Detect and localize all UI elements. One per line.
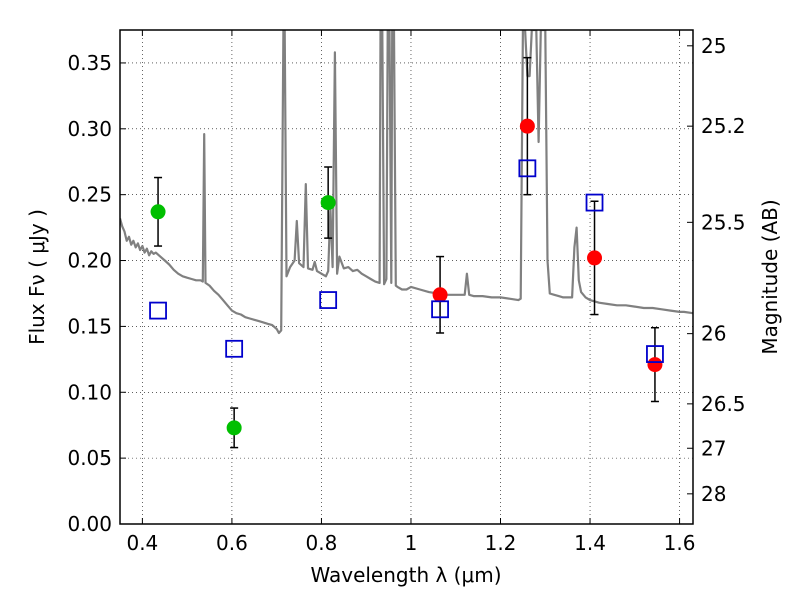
- y-axis-label: Flux Fν ( μJy ): [25, 209, 49, 345]
- y-tick-label: 0.25: [67, 183, 112, 207]
- data-point: [432, 287, 448, 303]
- data-point: [519, 118, 535, 134]
- data-point: [226, 420, 242, 436]
- y-tick-label: 0.20: [67, 249, 112, 273]
- right-tick-label: 25.5: [701, 210, 746, 234]
- x-tick-label: 1.6: [664, 531, 696, 555]
- y-tick-label: 0.30: [67, 117, 112, 141]
- y-axis-label-right: Magnitude (AB): [758, 199, 782, 354]
- spectrum-line: [120, 30, 693, 335]
- model-point: [431, 300, 449, 319]
- ticks-layer: 0.4 0.6 0.8 1 1.2 1.4 1.6 0.00 0.05 0.10 0.15 0.20 0…: [67, 30, 746, 555]
- right-tick-label: 28: [701, 482, 726, 506]
- right-tick-label: 25: [701, 34, 726, 58]
- x-tick-label: 0.6: [216, 531, 248, 555]
- y-tick-label: 0.15: [67, 314, 112, 338]
- plot-frame: [119, 29, 694, 525]
- data-point: [150, 204, 166, 220]
- model-point: [518, 159, 537, 178]
- x-tick-label: 1: [405, 531, 418, 555]
- x-tick-label: 1.4: [574, 531, 606, 555]
- data-point: [587, 250, 603, 266]
- model-point: [319, 291, 338, 309]
- data-point: [320, 195, 336, 211]
- data-point: [647, 357, 663, 373]
- series-layer: [120, 30, 693, 449]
- model-point: [149, 301, 167, 320]
- right-tick-label: 26.5: [701, 392, 746, 416]
- right-tick-label: 27: [701, 436, 726, 460]
- right-tick-label: 25.2: [701, 114, 746, 138]
- y-tick-label: 0.10: [67, 380, 112, 404]
- plot-background: [120, 30, 693, 524]
- model-point: [225, 339, 244, 358]
- x-tick-label: 0.8: [306, 531, 338, 555]
- x-axis-label: Wavelength λ (μm): [310, 563, 501, 587]
- model-point: [646, 345, 664, 363]
- y-tick-label: 0.05: [67, 446, 112, 470]
- y-tick-label: 0.00: [67, 512, 112, 536]
- y-tick-label: 0.35: [67, 51, 112, 75]
- model-point: [585, 193, 604, 212]
- x-tick-label: 1.2: [485, 531, 517, 555]
- right-tick-label: 26: [701, 322, 726, 346]
- x-tick-label: 0.4: [126, 531, 158, 555]
